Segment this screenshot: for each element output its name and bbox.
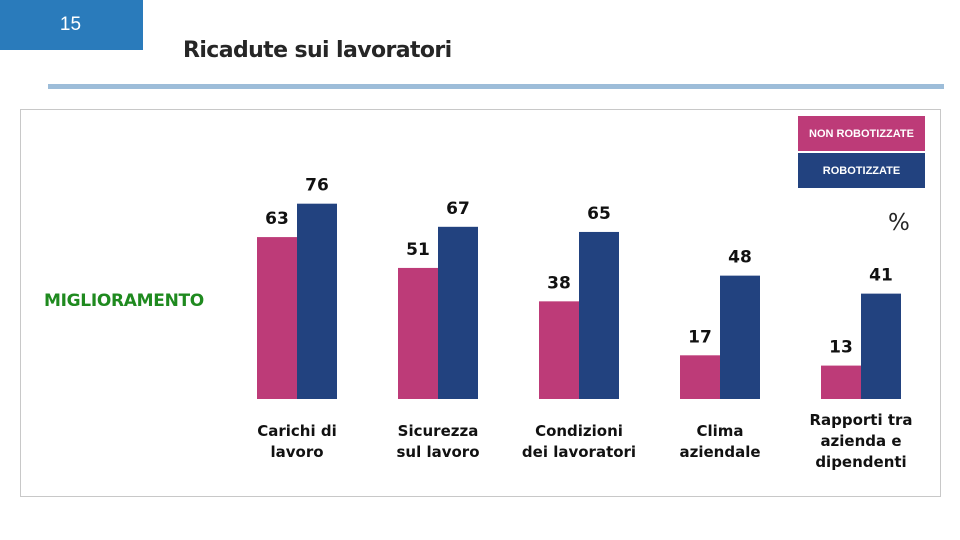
value-label-non-robotizzate-4: 13 xyxy=(829,338,853,358)
bar-robotizzate-3 xyxy=(720,275,760,399)
category-label-2: Condizioni dei lavoratori xyxy=(521,422,637,461)
bar-non-robotizzate-1 xyxy=(398,267,438,399)
slide-title: Ricadute sui lavoratori xyxy=(183,38,452,63)
value-label-robotizzate-1: 67 xyxy=(446,199,470,219)
unit-label: % xyxy=(888,210,910,236)
legend-item-non-robotizzate: NON ROBOTIZZATE xyxy=(798,116,925,151)
legend-item-robotizzate: ROBOTIZZATE xyxy=(798,153,925,188)
value-label-robotizzate-0: 76 xyxy=(305,176,329,196)
page-number-badge: 15 xyxy=(0,0,143,50)
bar-robotizzate-4 xyxy=(861,293,901,399)
page-number: 15 xyxy=(59,14,82,35)
value-label-robotizzate-3: 48 xyxy=(728,248,752,268)
bar-non-robotizzate-3 xyxy=(680,355,720,399)
value-label-non-robotizzate-2: 38 xyxy=(547,273,571,293)
bar-robotizzate-2 xyxy=(579,231,619,399)
bar-robotizzate-1 xyxy=(438,226,478,399)
value-label-non-robotizzate-3: 17 xyxy=(688,327,712,347)
bar-non-robotizzate-2 xyxy=(539,301,579,399)
category-label-4: Rapporti tra azienda e dipendenti xyxy=(809,411,913,471)
bar-non-robotizzate-4 xyxy=(821,365,861,399)
row-label: MIGLIORAMENTO xyxy=(44,291,204,311)
chart-frame xyxy=(20,109,941,497)
category-label-1: Sicurezza sul lavoro xyxy=(396,422,480,461)
bar-non-robotizzate-0 xyxy=(257,237,297,399)
value-label-robotizzate-2: 65 xyxy=(587,204,611,224)
category-label-3: Clima aziendale xyxy=(679,422,761,461)
bar-robotizzate-0 xyxy=(297,203,337,399)
value-label-robotizzate-4: 41 xyxy=(869,266,893,286)
category-label-0: Carichi di lavoro xyxy=(257,422,337,461)
value-label-non-robotizzate-1: 51 xyxy=(406,240,430,260)
title-divider xyxy=(48,84,944,89)
value-label-non-robotizzate-0: 63 xyxy=(265,209,289,229)
